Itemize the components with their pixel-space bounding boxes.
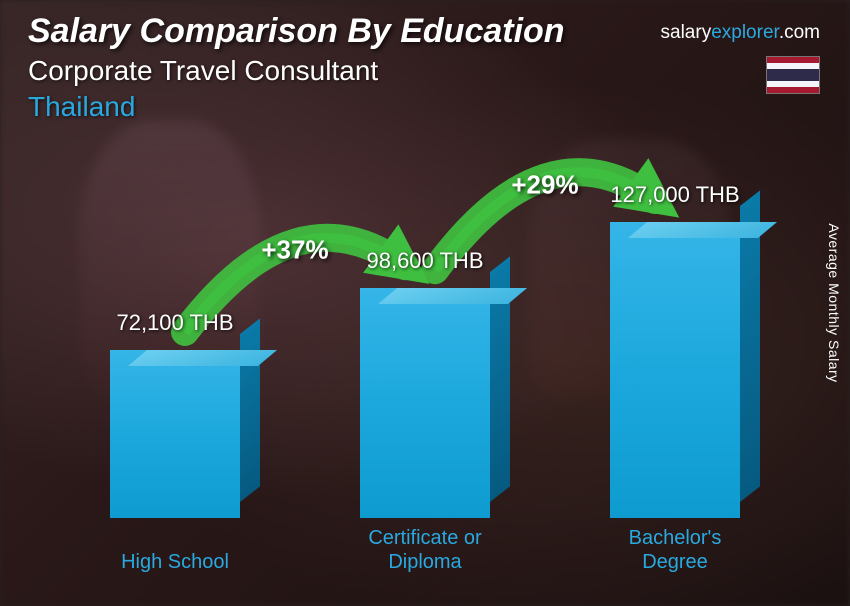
infographic-container: Salary Comparison By Education Corporate… [0, 0, 850, 606]
percent-increase-label: +29% [511, 170, 578, 200]
job-title: Corporate Travel Consultant [28, 55, 822, 87]
bar-value-label: 98,600 THB [350, 248, 500, 274]
bar-group: 98,600 THB Certificate orDiploma [350, 248, 500, 518]
bar-top-face [610, 222, 759, 238]
bar-value-label: 72,100 THB [100, 310, 250, 336]
thailand-flag-icon [766, 56, 820, 94]
bar-front-face [110, 350, 240, 518]
brand-suffix: .com [779, 22, 820, 43]
bar-group: 127,000 THB Bachelor'sDegree [600, 182, 750, 518]
bar-value-label: 127,000 THB [600, 182, 750, 208]
bar-chart: +37% +29% 72,100 THB High School 98,600 THB… [70, 118, 790, 578]
bar-category-label: High School [121, 550, 229, 574]
bar-top-face [360, 288, 509, 304]
bar-top-face [110, 350, 259, 366]
bar-3d: Certificate orDiploma [360, 288, 490, 518]
bar-3d: Bachelor'sDegree [610, 222, 740, 518]
bar-group: 72,100 THB High School [100, 310, 250, 518]
bar-front-face [610, 222, 740, 518]
y-axis-label: Average Monthly Salary [826, 223, 842, 382]
brand-accent: explorer [711, 22, 779, 43]
bar-3d: High School [110, 350, 240, 518]
brand-logo: salaryexplorer.com [661, 22, 820, 44]
percent-increase-label: +37% [261, 235, 328, 265]
bar-side-face [240, 318, 260, 502]
bar-category-label: Bachelor'sDegree [629, 526, 722, 574]
flag-stripe [767, 87, 819, 93]
bar-category-label: Certificate orDiploma [368, 526, 481, 574]
brand-prefix: salary [661, 22, 712, 43]
bar-front-face [360, 288, 490, 518]
